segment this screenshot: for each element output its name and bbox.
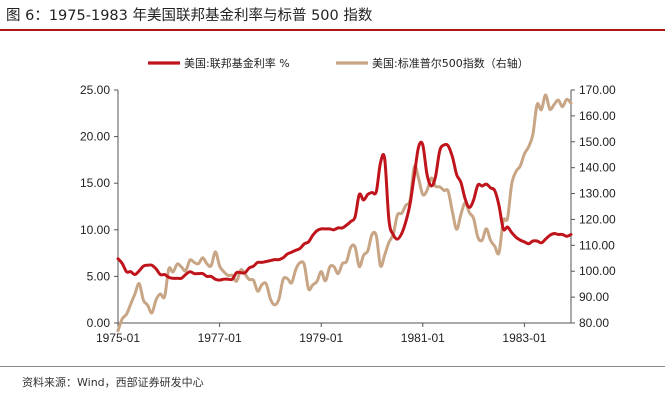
y-right-tick-label: 170.00 [579,83,616,97]
y-left-tick-label: 20.00 [80,130,110,144]
sp500-line [116,93,573,333]
source-note: 资料来源：Wind，西部证券研发中心 [22,376,204,389]
y-left-tick-label: 10.00 [80,223,110,237]
x-tick-label: 1975-01 [96,331,140,345]
y-right-tick-label: 80.00 [579,316,609,330]
legend-label-fed-funds-rate: 美国:联邦基金利率 % [184,56,290,70]
y-right-tick-label: 90.00 [579,290,609,304]
y-right-tick-label: 150.00 [579,135,616,149]
series-fed-funds-rate [116,140,573,282]
y-left-tick-label: 0.00 [87,316,111,330]
y-left-tick-label: 5.00 [87,269,111,283]
legend: 美国:联邦基金利率 % 美国:标准普尔500指数（右轴） [148,56,529,70]
x-tick-label: 1983-01 [502,331,546,345]
x-tick-label: 1981-01 [401,331,445,345]
y-right-tick-label: 120.00 [579,212,616,226]
y-right-tick-label: 100.00 [579,264,616,278]
x-tick-label: 1977-01 [198,331,242,345]
y-right-tick-label: 160.00 [579,109,616,123]
y-right-tick-label: 140.00 [579,161,616,175]
figure-title: 图 6：1975-1983 年美国联邦基金利率与标普 500 指数 [6,8,373,24]
dual-axis-line-chart: 美国:联邦基金利率 % 美国:标准普尔500指数（右轴） 0.00 5.00 10.… [80,56,616,345]
x-tick-label: 1979-01 [299,331,343,345]
axes: 0.00 5.00 10.00 15.00 20.00 25.00 80.00 90.00 10… [80,83,616,345]
y-left-tick-label: 15.00 [80,176,110,190]
title-rule [0,29,665,31]
y-right-tick-label: 110.00 [579,238,615,252]
y-left-tick-label: 25.00 [80,83,110,97]
y-right-tick-label: 130.00 [579,187,616,201]
legend-label-sp500: 美国:标准普尔500指数（右轴） [372,56,529,70]
fed-funds-rate-line [116,140,573,282]
source-rule [0,366,665,367]
series-sp500 [116,93,573,333]
